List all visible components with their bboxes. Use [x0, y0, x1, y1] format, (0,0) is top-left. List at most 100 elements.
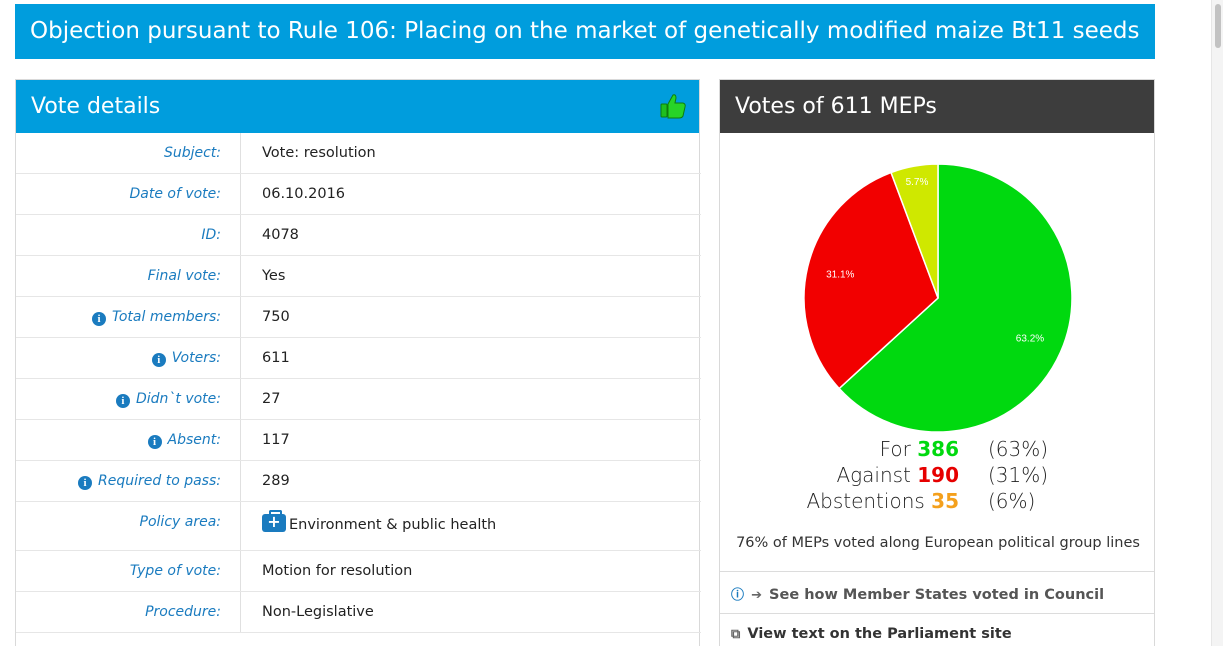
detail-label: Procedure:: [16, 592, 241, 632]
legend-entry: For 386: [880, 437, 959, 461]
detail-label[interactable]: i Required to pass:: [16, 461, 241, 501]
detail-value: 06.10.2016: [241, 174, 701, 214]
detail-label-text: Type of vote:: [129, 563, 221, 579]
info-icon[interactable]: i: [115, 394, 130, 408]
detail-label[interactable]: i Absent:: [16, 420, 241, 460]
legend-count: 190: [917, 463, 959, 487]
detail-label-text: Subject:: [163, 145, 221, 161]
detail-label-text: Policy area:: [139, 514, 221, 530]
votes-panel: Votes of 611 MEPs 63.2% 31.1% 5.7% For 386…: [719, 79, 1155, 646]
detail-value-text: Environment & public health: [289, 517, 497, 533]
detail-value: 289: [241, 461, 701, 501]
legend-label: For: [879, 437, 911, 461]
detail-value: 4078: [241, 215, 701, 255]
council-link-text[interactable]: See how Member States voted in Council: [769, 587, 1105, 603]
parliament-link[interactable]: ⧉ View text on the Parliament site: [720, 613, 1154, 646]
detail-label-text: Absent:: [167, 432, 221, 448]
detail-value-text: 27: [262, 391, 281, 407]
info-icon[interactable]: i: [147, 435, 162, 449]
detail-value: Vote: resolution: [241, 133, 701, 173]
parliament-link-text[interactable]: View text on the Parliament site: [747, 626, 1012, 642]
detail-label: Date of vote:: [16, 174, 241, 214]
legend-count: 35: [931, 489, 959, 513]
detail-value-text: 06.10.2016: [262, 186, 346, 202]
legend-label: Against: [836, 463, 911, 487]
info-icon[interactable]: i: [151, 353, 166, 367]
thumbs-up-icon: [660, 94, 686, 119]
info-icon[interactable]: i: [92, 312, 107, 326]
legend-entry: Abstentions 35: [806, 489, 959, 513]
detail-row: Date of vote: 06.10.2016: [16, 174, 701, 215]
detail-value-text: 611: [262, 350, 290, 366]
detail-row: i Required to pass: 289: [16, 461, 701, 502]
votes-heading: Votes of 611 MEPs: [735, 94, 937, 119]
detail-value: Yes: [241, 256, 701, 296]
detail-value-text: 117: [262, 432, 290, 448]
detail-value-text: Vote: resolution: [262, 145, 376, 161]
detail-label-text: Voters:: [171, 350, 221, 366]
pie-slice-label: 31.1%: [826, 270, 854, 281]
detail-value-text: 4078: [262, 227, 299, 243]
pie-svg: 63.2% 31.1% 5.7%: [803, 163, 1073, 433]
votes-header: Votes of 611 MEPs: [720, 80, 1154, 133]
detail-label[interactable]: i Voters:: [16, 338, 241, 378]
legend-row: Against 190 (31%): [720, 463, 1156, 489]
detail-value: 27: [241, 379, 701, 419]
legend-row: For 386 (63%): [720, 437, 1156, 463]
pie-slice-label: 63.2%: [1016, 333, 1044, 344]
detail-row: Policy area: Environment & public health: [16, 502, 701, 551]
legend-label: Abstentions: [806, 489, 925, 513]
detail-label: Policy area:: [16, 502, 241, 550]
votes-pie-chart: 63.2% 31.1% 5.7%: [800, 160, 1076, 441]
legend-percent: (63%): [988, 437, 1049, 461]
detail-value: 611: [241, 338, 701, 378]
detail-row: Subject: Vote: resolution: [16, 133, 701, 174]
page-scrollbar[interactable]: [1211, 0, 1223, 646]
medkit-icon: [262, 510, 286, 532]
detail-value: Environment & public health: [241, 502, 701, 550]
detail-row: i Voters: 611: [16, 338, 701, 379]
detail-label: Type of vote:: [16, 551, 241, 591]
detail-label[interactable]: i Didn`t vote:: [16, 379, 241, 419]
pie-slice: [838, 163, 1073, 433]
detail-row: i Didn`t vote: 27: [16, 379, 701, 420]
detail-value-text: 750: [262, 309, 290, 325]
page-title: Objection pursuant to Rule 106: Placing …: [15, 4, 1155, 59]
detail-row: Final vote: Yes: [16, 256, 701, 297]
detail-label-text: Final vote:: [147, 268, 221, 284]
legend-percent: (31%): [988, 463, 1049, 487]
detail-value: Non-Legislative: [241, 592, 701, 632]
detail-value-text: Non-Legislative: [262, 604, 374, 620]
info-icon: ⓘ: [731, 588, 745, 603]
pie-slice-label: 5.7%: [906, 177, 929, 188]
external-link-icon: ⧉: [731, 627, 741, 642]
detail-label-text: Didn`t vote:: [135, 391, 221, 407]
detail-label-text: ID:: [201, 227, 221, 243]
scrollbar-thumb[interactable]: [1215, 4, 1221, 48]
detail-label: Final vote:: [16, 256, 241, 296]
detail-label[interactable]: i Total members:: [16, 297, 241, 337]
detail-label-text: Procedure:: [145, 604, 221, 620]
detail-value: Motion for resolution: [241, 551, 701, 591]
detail-row: Type of vote: Motion for resolution: [16, 551, 701, 592]
vote-details-table: Subject: Vote: resolution Date of vote: 06.…: [16, 133, 701, 633]
detail-label: ID:: [16, 215, 241, 255]
vote-details-header: Vote details: [16, 80, 699, 133]
council-link[interactable]: ⓘ ➔ See how Member States voted in Counc…: [720, 571, 1154, 613]
detail-value: 750: [241, 297, 701, 337]
detail-label-text: Required to pass:: [98, 473, 221, 489]
pie-slice: [803, 171, 939, 390]
legend-count: 386: [917, 437, 959, 461]
group-lines-note: 76% of MEPs voted along European politic…: [736, 535, 1140, 551]
detail-label-text: Date of vote:: [129, 186, 221, 202]
detail-value-text: Yes: [262, 268, 286, 284]
votes-legend: For 386 (63%) Against 190 (31%) Abstentions …: [720, 437, 1156, 515]
sign-in-icon: ➔: [751, 588, 762, 603]
legend-entry: Against 190: [836, 463, 959, 487]
info-icon[interactable]: i: [78, 476, 93, 490]
detail-row: i Total members: 750: [16, 297, 701, 338]
detail-row: ID: 4078: [16, 215, 701, 256]
detail-label: Subject:: [16, 133, 241, 173]
legend-row: Abstentions 35 (6%): [720, 489, 1156, 515]
detail-row: i Absent: 117: [16, 420, 701, 461]
